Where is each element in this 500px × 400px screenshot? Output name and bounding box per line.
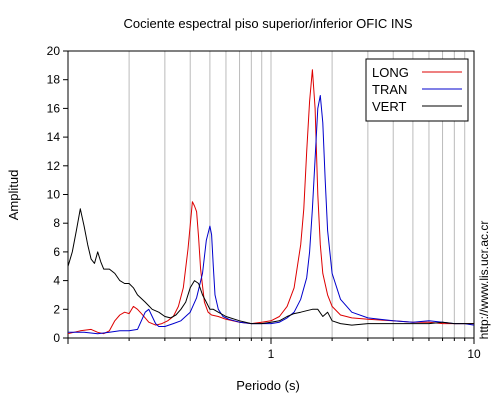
- y-tick-label: 8: [53, 216, 60, 230]
- y-tick-label: 6: [53, 245, 60, 259]
- watermark-url: http://www.lis.ucr.ac.cr: [477, 221, 491, 340]
- x-tick-label: 10: [467, 347, 481, 361]
- series-line-vert: [67, 208, 474, 326]
- y-tick-label: 20: [47, 44, 61, 58]
- series-line-tran: [68, 95, 475, 335]
- y-tick-label: 10: [47, 188, 61, 202]
- chart-title: Cociente espectral piso superior/inferio…: [123, 16, 412, 31]
- legend-label-tran: TRAN: [372, 82, 407, 97]
- legend-label-long: LONG: [372, 65, 409, 80]
- y-tick-label: 4: [53, 274, 60, 288]
- legend: LONG TRAN VERT: [365, 58, 469, 122]
- y-tick-label: 18: [47, 73, 61, 87]
- axis-ticks: 0 2 4 6 8 10 12 14 16 18 20 1 10: [47, 44, 481, 361]
- x-tick-label: 1: [268, 347, 275, 361]
- y-tick-label: 16: [47, 101, 61, 115]
- y-tick-label: 0: [53, 331, 60, 345]
- grid-lines: [128, 51, 466, 338]
- legend-label-vert: VERT: [372, 99, 406, 114]
- series-line-long: [67, 69, 474, 335]
- y-axis-title: Amplitud: [6, 170, 21, 221]
- series-lines: [67, 69, 475, 335]
- y-tick-label: 14: [47, 130, 61, 144]
- y-tick-label: 2: [53, 302, 60, 316]
- legend-box: [365, 58, 469, 122]
- y-tick-label: 12: [47, 159, 61, 173]
- x-axis-title: Periodo (s): [236, 378, 300, 393]
